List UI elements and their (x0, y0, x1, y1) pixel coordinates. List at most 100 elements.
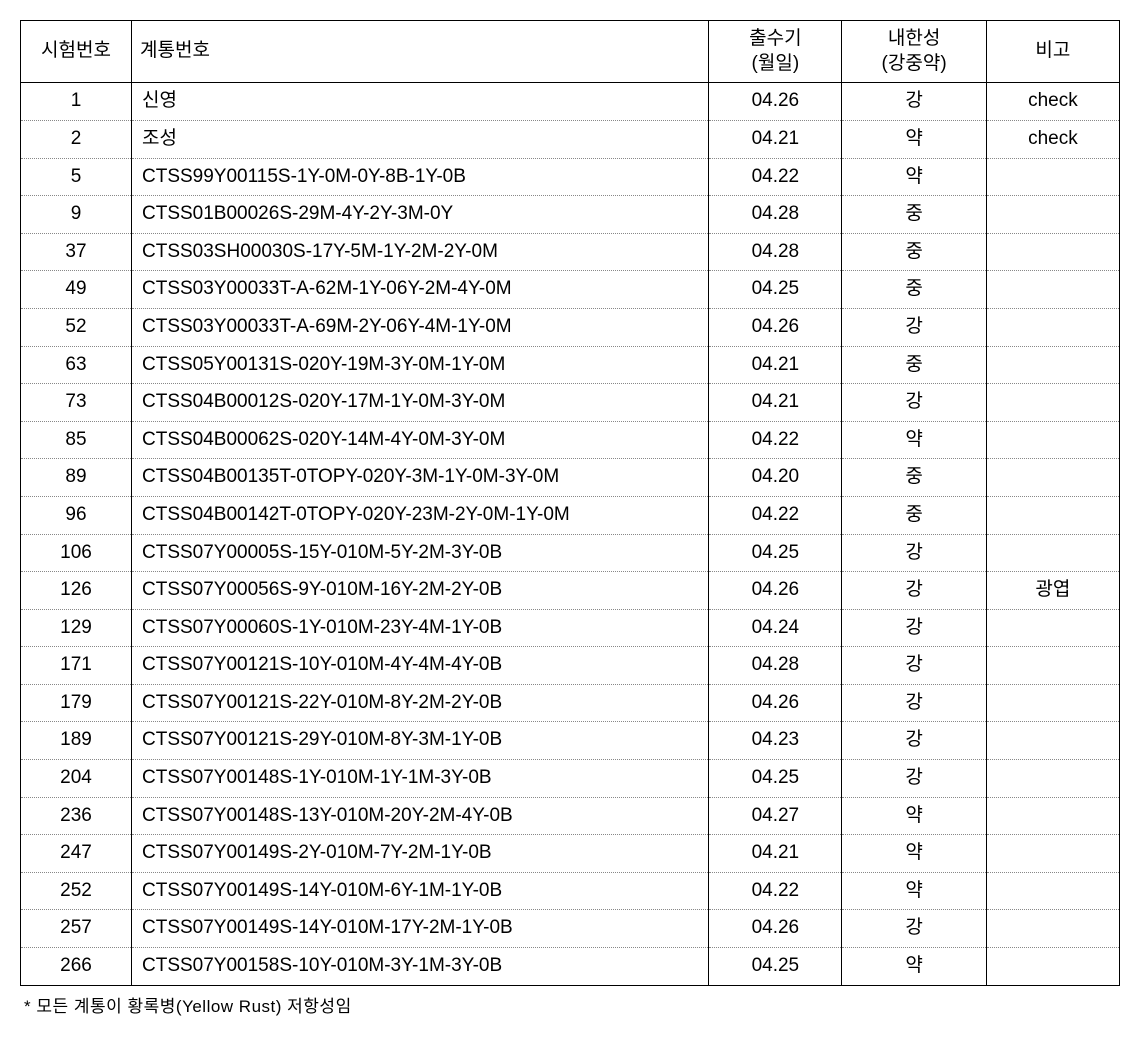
header-date-label: 출수기 (749, 28, 801, 49)
cell-note (986, 384, 1119, 422)
cell-cold-tolerance: 중 (842, 459, 986, 497)
cell-heading-date: 04.21 (709, 384, 842, 422)
cell-trial-no: 73 (21, 384, 132, 422)
cell-trial-no: 252 (21, 872, 132, 910)
header-row: 시험번호 계통번호 출수기 (월일) 내한성 (강중약) 비고 (21, 21, 1120, 83)
table-body: 1신영04.26강check2조성04.21약check5CTSS99Y0011… (21, 83, 1120, 985)
header-cold-label: 내한성 (888, 28, 940, 49)
cell-cold-tolerance: 약 (842, 120, 986, 158)
cell-heading-date: 04.25 (709, 271, 842, 309)
cell-line-no: CTSS07Y00158S-10Y-010M-3Y-1M-3Y-0B (132, 948, 709, 986)
cell-note (986, 948, 1119, 986)
table-row: 204CTSS07Y00148S-1Y-010M-1Y-1M-3Y-0B04.2… (21, 760, 1120, 798)
cell-heading-date: 04.21 (709, 835, 842, 873)
cell-heading-date: 04.28 (709, 233, 842, 271)
cell-heading-date: 04.24 (709, 609, 842, 647)
cell-line-no: CTSS03SH00030S-17Y-5M-1Y-2M-2Y-0M (132, 233, 709, 271)
table-row: 106CTSS07Y00005S-15Y-010M-5Y-2M-3Y-0B04.… (21, 534, 1120, 572)
cell-trial-no: 247 (21, 835, 132, 873)
header-heading-date: 출수기 (월일) (709, 21, 842, 83)
cell-trial-no: 49 (21, 271, 132, 309)
cell-cold-tolerance: 강 (842, 684, 986, 722)
cell-line-no: CTSS07Y00121S-10Y-010M-4Y-4M-4Y-0B (132, 647, 709, 685)
header-note: 비고 (986, 21, 1119, 83)
cell-trial-no: 179 (21, 684, 132, 722)
cell-trial-no: 96 (21, 496, 132, 534)
cell-note (986, 609, 1119, 647)
cell-note: check (986, 120, 1119, 158)
cell-cold-tolerance: 강 (842, 534, 986, 572)
cell-line-no: CTSS05Y00131S-020Y-19M-3Y-0M-1Y-0M (132, 346, 709, 384)
header-date-sub: (월일) (752, 53, 800, 74)
cell-heading-date: 04.25 (709, 948, 842, 986)
table-row: 5CTSS99Y00115S-1Y-0M-0Y-8B-1Y-0B04.22약 (21, 158, 1120, 196)
cell-heading-date: 04.25 (709, 760, 842, 798)
data-table-container: 시험번호 계통번호 출수기 (월일) 내한성 (강중약) 비고 1신영04. (20, 20, 1120, 1017)
cell-line-no: CTSS01B00026S-29M-4Y-2Y-3M-0Y (132, 196, 709, 234)
cell-cold-tolerance: 중 (842, 271, 986, 309)
cell-trial-no: 257 (21, 910, 132, 948)
cell-trial-no: 129 (21, 609, 132, 647)
cell-cold-tolerance: 약 (842, 835, 986, 873)
cell-trial-no: 9 (21, 196, 132, 234)
table-row: 247CTSS07Y00149S-2Y-010M-7Y-2M-1Y-0B04.2… (21, 835, 1120, 873)
cell-line-no: CTSS07Y00060S-1Y-010M-23Y-4M-1Y-0B (132, 609, 709, 647)
cell-trial-no: 52 (21, 308, 132, 346)
cell-heading-date: 04.28 (709, 196, 842, 234)
cell-line-no: CTSS04B00135T-0TOPY-020Y-3M-1Y-0M-3Y-0M (132, 459, 709, 497)
cell-note (986, 196, 1119, 234)
cell-trial-no: 126 (21, 572, 132, 610)
footnote: * 모든 계통이 황록병(Yellow Rust) 저항성임 (20, 986, 1120, 1017)
cell-heading-date: 04.26 (709, 308, 842, 346)
table-row: 179CTSS07Y00121S-22Y-010M-8Y-2M-2Y-0B04.… (21, 684, 1120, 722)
cell-line-no: CTSS04B00062S-020Y-14M-4Y-0M-3Y-0M (132, 421, 709, 459)
cell-heading-date: 04.26 (709, 910, 842, 948)
cell-cold-tolerance: 중 (842, 346, 986, 384)
cell-line-no: CTSS04B00012S-020Y-17M-1Y-0M-3Y-0M (132, 384, 709, 422)
cell-cold-tolerance: 약 (842, 797, 986, 835)
cell-note: check (986, 83, 1119, 121)
cell-cold-tolerance: 약 (842, 421, 986, 459)
cell-heading-date: 04.28 (709, 647, 842, 685)
cell-line-no: CTSS07Y00121S-29Y-010M-8Y-3M-1Y-0B (132, 722, 709, 760)
data-table: 시험번호 계통번호 출수기 (월일) 내한성 (강중약) 비고 1신영04. (20, 20, 1120, 986)
cell-trial-no: 1 (21, 83, 132, 121)
header-line-label: 계통번호 (140, 40, 210, 61)
cell-line-no: CTSS07Y00148S-1Y-010M-1Y-1M-3Y-0B (132, 760, 709, 798)
cell-note (986, 910, 1119, 948)
cell-trial-no: 266 (21, 948, 132, 986)
cell-note (986, 534, 1119, 572)
cell-note (986, 346, 1119, 384)
cell-note (986, 797, 1119, 835)
cell-trial-no: 171 (21, 647, 132, 685)
cell-heading-date: 04.23 (709, 722, 842, 760)
cell-note (986, 722, 1119, 760)
cell-line-no: CTSS03Y00033T-A-69M-2Y-06Y-4M-1Y-0M (132, 308, 709, 346)
cell-cold-tolerance: 강 (842, 83, 986, 121)
cell-line-no: 신영 (132, 83, 709, 121)
cell-line-no: CTSS04B00142T-0TOPY-020Y-23M-2Y-0M-1Y-0M (132, 496, 709, 534)
cell-note (986, 233, 1119, 271)
cell-note (986, 760, 1119, 798)
cell-cold-tolerance: 강 (842, 760, 986, 798)
cell-line-no: CTSS99Y00115S-1Y-0M-0Y-8B-1Y-0B (132, 158, 709, 196)
cell-trial-no: 63 (21, 346, 132, 384)
cell-note (986, 872, 1119, 910)
cell-cold-tolerance: 중 (842, 196, 986, 234)
header-trial-label: 시험번호 (41, 40, 111, 61)
cell-heading-date: 04.20 (709, 459, 842, 497)
header-cold-sub: (강중약) (882, 53, 947, 74)
table-row: 126CTSS07Y00056S-9Y-010M-16Y-2M-2Y-0B04.… (21, 572, 1120, 610)
cell-cold-tolerance: 강 (842, 609, 986, 647)
cell-note (986, 496, 1119, 534)
cell-cold-tolerance: 약 (842, 158, 986, 196)
cell-heading-date: 04.27 (709, 797, 842, 835)
cell-heading-date: 04.22 (709, 872, 842, 910)
table-row: 252CTSS07Y00149S-14Y-010M-6Y-1M-1Y-0B04.… (21, 872, 1120, 910)
cell-cold-tolerance: 약 (842, 948, 986, 986)
cell-line-no: 조성 (132, 120, 709, 158)
cell-cold-tolerance: 강 (842, 722, 986, 760)
cell-heading-date: 04.22 (709, 496, 842, 534)
table-row: 266CTSS07Y00158S-10Y-010M-3Y-1M-3Y-0B04.… (21, 948, 1120, 986)
cell-line-no: CTSS07Y00149S-14Y-010M-17Y-2M-1Y-0B (132, 910, 709, 948)
